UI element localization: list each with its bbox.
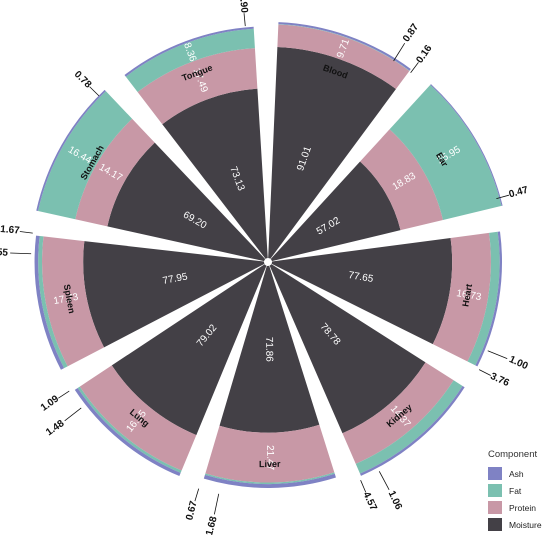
outer-label-spleen-0: 1.67 bbox=[0, 224, 21, 237]
leader-line-kidney-0 bbox=[360, 480, 367, 493]
legend-item-fat: Fat bbox=[488, 482, 550, 499]
outer-label-blood-0: 0.16 bbox=[414, 43, 434, 66]
segment-lung-protein bbox=[79, 365, 197, 471]
leader-line-heart-1 bbox=[487, 350, 508, 360]
outer-label-heart-0: 3.76 bbox=[489, 371, 512, 389]
legend-title: Component bbox=[488, 449, 538, 460]
segment-blood-moisture bbox=[268, 47, 396, 259]
segment-heart-protein bbox=[432, 232, 491, 362]
legend-swatch-protein bbox=[488, 501, 502, 514]
segment-kidney-fat bbox=[355, 380, 463, 474]
outer-label-heart-1: 1.00 bbox=[507, 354, 530, 372]
segment-tongue-protein bbox=[137, 48, 258, 125]
leader-line-blood-0 bbox=[410, 62, 419, 73]
legend-label-fat: Fat bbox=[509, 485, 522, 496]
segment-liver-ash bbox=[203, 473, 336, 488]
outer-label-ear-0: 0.47 bbox=[508, 185, 530, 201]
leader-line-liver-1 bbox=[213, 493, 220, 515]
legend-label-ash: Ash bbox=[509, 468, 524, 479]
segment-kidney-moisture bbox=[269, 264, 426, 434]
legend: Component Ash Fat Protein Moisture bbox=[488, 449, 550, 533]
outer-label-kidney-1: 1.06 bbox=[386, 489, 404, 512]
outer-label-liver-0: 0.67 bbox=[184, 499, 200, 521]
outer-label-kidney-0: 4.57 bbox=[360, 490, 378, 513]
outer-label-blood-1: 0.87 bbox=[401, 22, 421, 45]
organ-group-heart bbox=[271, 231, 508, 376]
value-label-spleen-moisture: 77.95 bbox=[162, 271, 189, 286]
leader-line-kidney-1 bbox=[378, 471, 390, 490]
outer-label-lung-0: 1.09 bbox=[39, 393, 62, 414]
organ-group-lung bbox=[58, 264, 267, 477]
leader-line-lung-0 bbox=[58, 390, 70, 399]
segment-ear-fat bbox=[389, 84, 502, 220]
legend-label-protein: Protein bbox=[509, 502, 536, 513]
legend-item-ash: Ash bbox=[488, 465, 550, 482]
segment-heart-ash bbox=[475, 231, 503, 367]
segment-stomach-protein bbox=[75, 118, 155, 227]
leader-line-ear-0 bbox=[496, 194, 510, 200]
organ-group-ear bbox=[270, 84, 510, 262]
outer-label-spleen-1: 1.55 bbox=[0, 246, 9, 259]
organ-group-stomach bbox=[36, 86, 266, 262]
leader-line-heart-0 bbox=[478, 369, 491, 376]
legend-item-moisture: Moisture bbox=[488, 516, 550, 533]
segment-heart-moisture bbox=[271, 237, 453, 345]
legend-swatch-fat bbox=[488, 484, 502, 497]
organ-group-spleen bbox=[10, 231, 265, 370]
segment-tongue-moisture bbox=[162, 88, 268, 259]
value-label-heart-moisture: 77.65 bbox=[348, 270, 375, 285]
legend-item-protein: Protein bbox=[488, 499, 550, 516]
segment-kidney-protein bbox=[342, 362, 454, 464]
value-label-liver-protein: 21.47 bbox=[264, 445, 275, 471]
legend-label-moisture: Moisture bbox=[509, 519, 542, 530]
organ-group-blood bbox=[268, 22, 419, 259]
organ-label-liver: Liver bbox=[259, 459, 281, 469]
legend-swatch-ash bbox=[488, 467, 502, 480]
segment-spleen-fat bbox=[38, 235, 68, 369]
organ-group-tongue bbox=[124, 13, 268, 259]
leader-line-tongue-0 bbox=[243, 13, 246, 27]
segment-stomach-fat bbox=[38, 91, 133, 220]
value-label-heart-protein: 16.73 bbox=[456, 288, 483, 303]
outer-label-liver-1: 1.68 bbox=[204, 515, 220, 535]
value-label-spleen-protein: 17.73 bbox=[53, 292, 80, 307]
leader-line-liver-0 bbox=[194, 488, 200, 502]
segment-liver-protein bbox=[205, 424, 335, 483]
leader-line-lung-1 bbox=[64, 407, 82, 422]
segment-ear-protein bbox=[360, 129, 443, 231]
leader-line-blood-1 bbox=[393, 42, 406, 62]
legend-swatch-moisture bbox=[488, 518, 502, 531]
organ-group-kidney bbox=[269, 264, 465, 493]
segment-liver-fat bbox=[204, 472, 335, 485]
segment-liver-moisture bbox=[219, 265, 320, 433]
segment-heart-fat bbox=[467, 231, 500, 366]
leader-line-spleen-0 bbox=[19, 231, 33, 234]
segment-stomach-moisture bbox=[107, 142, 266, 262]
outer-label-lung-1: 1.48 bbox=[44, 418, 67, 439]
segment-ear-moisture bbox=[270, 161, 401, 262]
organ-group-liver bbox=[194, 265, 336, 515]
segment-lung-moisture bbox=[111, 264, 267, 436]
segment-spleen-moisture bbox=[83, 241, 265, 348]
outer-label-tongue-0: 0.90 bbox=[237, 0, 250, 14]
segment-spleen-ash bbox=[34, 235, 65, 370]
segment-blood-protein bbox=[277, 24, 410, 90]
organ-label-heart: Heart bbox=[460, 283, 474, 307]
leader-line-stomach-0 bbox=[89, 86, 100, 97]
segment-tongue-fat bbox=[125, 28, 255, 93]
value-label-liver-moisture: 71.86 bbox=[263, 337, 274, 363]
segment-spleen-protein bbox=[42, 236, 105, 367]
leader-line-spleen-1 bbox=[10, 252, 32, 255]
